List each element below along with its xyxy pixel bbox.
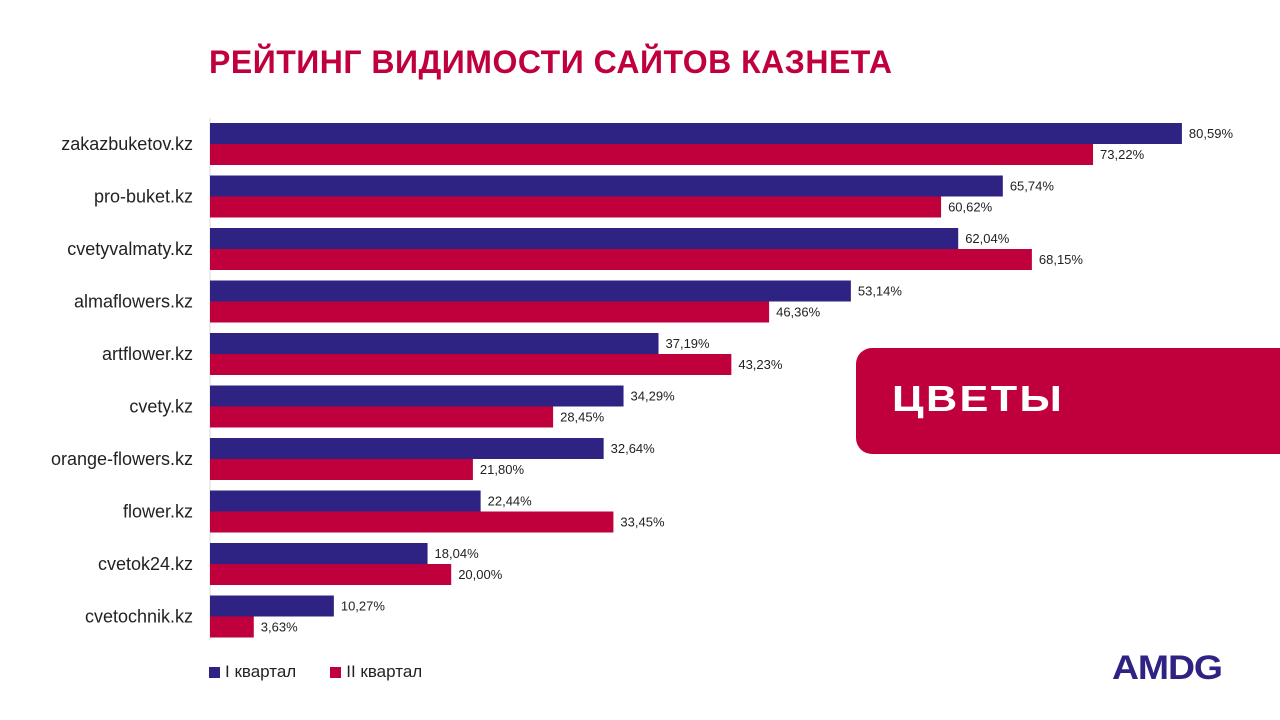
- data-label-q2: 21,80%: [480, 462, 525, 477]
- legend-label-q2: II квартал: [346, 662, 423, 681]
- bar-q1: [210, 228, 959, 249]
- data-label-q1: 80,59%: [1189, 126, 1234, 141]
- data-label-q1: 34,29%: [631, 389, 676, 404]
- cvety-logo: ЦВЕТЫ: [892, 378, 1065, 419]
- category-label: pro-buket.kz: [94, 187, 193, 207]
- data-label-q2: 28,45%: [560, 410, 605, 425]
- bar-q2: [210, 144, 1094, 165]
- bar-q1: [210, 543, 428, 564]
- data-label-q1: 62,04%: [965, 231, 1010, 246]
- bar-q1: [210, 490, 481, 512]
- category-label: cvety.kz: [129, 397, 193, 417]
- data-label-q2: 20,00%: [458, 567, 503, 582]
- chart-legend: I квартал II квартал: [209, 662, 422, 682]
- data-label-q1: 32,64%: [611, 441, 656, 456]
- cvety-badge: ЦВЕТЫ: [856, 348, 1280, 454]
- category-label: orange-flowers.kz: [51, 449, 193, 469]
- data-label-q1: 37,19%: [666, 336, 711, 351]
- legend-item-q2: II квартал: [330, 662, 422, 682]
- bar-q2: [210, 564, 452, 585]
- category-label: cvetyvalmaty.kz: [67, 239, 193, 259]
- bar-q1: [210, 595, 334, 617]
- category-label: zakazbuketov.kz: [61, 134, 193, 154]
- category-label: cvetochnik.kz: [85, 607, 193, 627]
- data-label-q1: 53,14%: [858, 284, 903, 299]
- bar-q1: [210, 438, 604, 459]
- data-label-q1: 22,44%: [488, 494, 533, 509]
- bar-q1: [210, 123, 1182, 144]
- bar-q1: [210, 280, 851, 302]
- bar-q2: [210, 354, 732, 375]
- bar-q1: [210, 333, 659, 354]
- data-label-q2: 43,23%: [738, 357, 783, 372]
- category-label: almaflowers.kz: [74, 292, 193, 312]
- legend-swatch-q1: [209, 666, 220, 678]
- category-label: cvetok24.kz: [98, 554, 193, 574]
- legend-item-q1: I квартал: [209, 662, 296, 682]
- bar-q1: [210, 175, 1003, 197]
- bar-q1: [210, 385, 624, 407]
- data-label-q2: 60,62%: [948, 200, 993, 215]
- chart-title: РЕЙТИНГ ВИДИМОСТИ САЙТОВ КАЗНЕТА: [209, 44, 893, 80]
- data-label-q2: 73,22%: [1100, 147, 1145, 162]
- bar-q2: [210, 249, 1032, 270]
- data-label-q2: 46,36%: [776, 305, 821, 320]
- bar-q2: [210, 406, 554, 428]
- data-label-q1: 10,27%: [341, 599, 386, 614]
- category-label: flower.kz: [123, 502, 193, 522]
- amdg-logo: AMDG: [1112, 649, 1223, 687]
- bar-q2: [210, 301, 770, 323]
- data-label-q1: 65,74%: [1010, 179, 1055, 194]
- data-label-q1: 18,04%: [435, 546, 480, 561]
- bar-q2: [210, 459, 473, 480]
- data-label-q2: 68,15%: [1039, 252, 1084, 267]
- category-label: artflower.kz: [102, 344, 193, 364]
- legend-label-q1: I квартал: [225, 662, 297, 681]
- data-label-q2: 3,63%: [261, 620, 298, 635]
- legend-swatch-q2: [330, 666, 342, 678]
- bar-q2: [210, 616, 254, 638]
- bar-q2: [210, 196, 942, 218]
- bar-q2: [210, 511, 614, 533]
- data-label-q2: 33,45%: [620, 515, 665, 530]
